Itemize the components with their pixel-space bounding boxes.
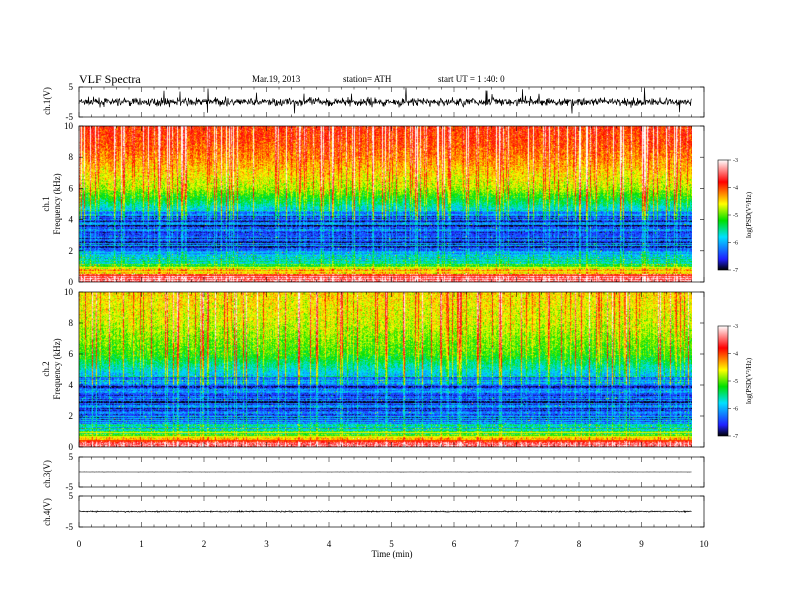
y-tick-label: 2 <box>69 411 74 421</box>
y-tick-label: 10 <box>64 287 74 297</box>
start-time-label: start UT = 1 :40: 0 <box>438 74 505 84</box>
x-tick-label: 8 <box>577 539 582 549</box>
ch2-colorbar: -3 -4 -5 -6 -7 log(PSD(V²/Hz) <box>717 324 753 440</box>
ch1-spectrogram-panel: 0 2 4 6 8 10 <box>64 121 705 287</box>
ch2-spectrogram-ylabel: Frequency (kHz) <box>52 338 62 399</box>
ch1-waveform-ylabel: ch.1(V) <box>42 87 52 115</box>
y-tick-label: 4 <box>69 380 74 390</box>
waveform-trace <box>78 509 692 514</box>
colorbar-tick-label: -7 <box>733 434 738 440</box>
colorbar-tick-label: -6 <box>733 407 738 413</box>
y-tick-label: 8 <box>69 318 74 328</box>
colorbar-tick-label: -5 <box>733 213 738 219</box>
ch3-waveform-ylabel: ch.3(V) <box>42 460 52 488</box>
y-tick-label: 8 <box>69 152 74 162</box>
ch1-colorbar-label: log(PSD(V²/Hz) <box>745 191 753 238</box>
y-tick-label: 5 <box>69 452 74 462</box>
station-label: station= ATH <box>343 74 392 84</box>
y-tick-label: 5 <box>69 491 74 501</box>
y-tick-label: 2 <box>69 246 74 256</box>
ch1-waveform-panel: 5 -5 <box>66 82 705 122</box>
ch1-spectrogram-ylabel: Frequency (kHz) <box>52 173 62 234</box>
x-tick-label: 9 <box>639 539 644 549</box>
colorbar-tick-label: -4 <box>733 352 738 358</box>
ch2-spectrogram-channel-label: ch.2 <box>41 361 51 376</box>
spectrogram-image <box>79 126 692 282</box>
ch3-waveform-panel: 5 -5 <box>66 452 705 492</box>
y-tick-label: 10 <box>64 121 74 131</box>
x-tick-label: 2 <box>202 539 207 549</box>
x-tick-label: 7 <box>514 539 519 549</box>
x-axis-ticks: 0 1 2 3 4 5 6 7 8 9 10 <box>77 539 709 549</box>
colorbar-tick-label: -7 <box>733 268 738 274</box>
y-tick-label: -5 <box>66 522 74 532</box>
ch2-spectrogram-panel: 0 2 4 6 8 10 <box>64 287 705 452</box>
x-tick-label: 0 <box>77 539 82 549</box>
ch1-colorbar-ticks: -3 -4 -5 -6 -7 <box>728 158 738 274</box>
y-tick-label: 6 <box>69 349 74 359</box>
x-tick-label: 4 <box>327 539 332 549</box>
y-tick-label: 0 <box>69 277 74 287</box>
x-tick-label: 5 <box>389 539 394 549</box>
waveform-trace <box>78 87 692 114</box>
x-tick-label: 1 <box>139 539 144 549</box>
ch1-colorbar: -3 -4 -5 -6 -7 log(PSD(V²/Hz) <box>717 158 753 274</box>
ch2-colorbar-gradient <box>717 325 729 437</box>
date-label: Mar.19, 2013 <box>252 74 301 84</box>
x-tick-label: 10 <box>700 539 710 549</box>
colorbar-tick-label: -3 <box>733 158 738 164</box>
ch1-colorbar-gradient <box>717 159 729 271</box>
y-tick-label: 0 <box>69 442 74 452</box>
colorbar-tick-label: -6 <box>733 241 738 247</box>
colorbar-tick-label: -4 <box>733 186 738 192</box>
ch2-colorbar-label: log(PSD(V²/Hz) <box>745 357 753 404</box>
x-tick-label: 6 <box>452 539 457 549</box>
y-tick-label: 4 <box>69 215 74 225</box>
figure-title: VLF Spectra <box>79 72 141 86</box>
x-tick-label: 3 <box>264 539 269 549</box>
colorbar-tick-label: -3 <box>733 324 738 330</box>
y-tick-label: -5 <box>66 112 74 122</box>
x-axis-label: Time (min) <box>372 549 413 559</box>
ch1-spectrogram-channel-label: ch.1 <box>41 196 51 211</box>
colorbar-tick-label: -5 <box>733 379 738 385</box>
y-tick-label: 5 <box>69 82 74 92</box>
y-tick-label: -5 <box>66 482 74 492</box>
ch4-waveform-panel: 5 -5 <box>66 491 705 532</box>
spectrogram-image <box>79 292 692 447</box>
y-tick-label: 6 <box>69 183 74 193</box>
ch4-waveform-ylabel: ch.4(V) <box>42 498 52 526</box>
ch2-colorbar-ticks: -3 -4 -5 -6 -7 <box>728 324 738 440</box>
